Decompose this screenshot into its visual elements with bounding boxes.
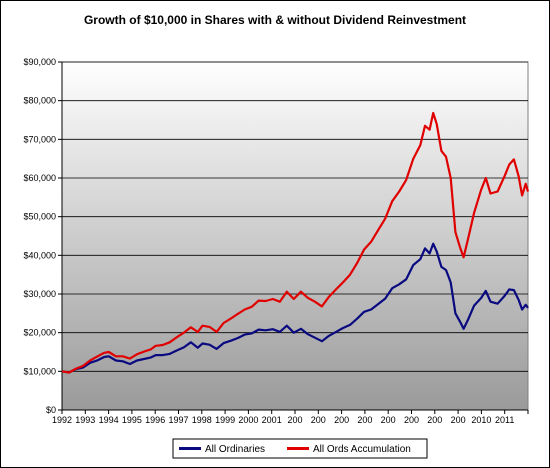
x-tick-label: 2011 — [495, 415, 514, 425]
x-tick-label: 1993 — [75, 415, 95, 425]
y-tick-label: $0 — [46, 405, 56, 415]
x-tick-label: 1994 — [99, 415, 119, 425]
y-tick-label: $90,000 — [23, 57, 56, 67]
y-tick-label: $60,000 — [23, 173, 56, 183]
x-tick-label: 1999 — [215, 415, 235, 425]
y-tick-label: $30,000 — [23, 289, 56, 299]
y-tick-label: $70,000 — [23, 134, 56, 144]
series-lines — [61, 111, 530, 374]
y-tick-label: $40,000 — [23, 250, 56, 260]
x-tick-label: 1998 — [192, 415, 212, 425]
x-tick-label: 200 — [357, 415, 372, 425]
x-tick-label: 1996 — [145, 415, 165, 425]
series-line — [61, 242, 529, 374]
y-tick-label: $10,000 — [23, 366, 56, 376]
x-tick-label: 200 — [334, 415, 349, 425]
x-tick-label: 200 — [381, 415, 396, 425]
y-tick-label: $20,000 — [23, 328, 56, 338]
x-tick-label: 1995 — [122, 415, 142, 425]
x-tick-label: 2010 — [471, 415, 491, 425]
x-tick-label: 200 — [404, 415, 419, 425]
series-line — [61, 111, 530, 374]
x-tick-label: 2000 — [238, 415, 258, 425]
x-tick-label: 1992 — [52, 415, 72, 425]
chart-title: Growth of $10,000 in Shares with & witho… — [84, 13, 466, 27]
x-tick-label: 1997 — [168, 415, 188, 425]
x-axis: 1992 1993 1994 1995 1996 1997 1998 1999 2000 2001… — [52, 409, 529, 425]
x-tick-label: 200 — [287, 415, 302, 425]
legend-label: All Ordinaries — [205, 444, 265, 455]
y-axis: $0 $10,000 $20,000 $30,000 $40,000 $50,000 $60… — [23, 57, 63, 415]
y-tick-label: $80,000 — [23, 96, 56, 106]
legend: All Ordinaries All Ords Accumulation — [172, 438, 428, 459]
x-tick-label: 2001 — [262, 415, 282, 425]
x-tick-label: 200 — [427, 415, 442, 425]
legend-label: All Ords Accumulation — [313, 444, 411, 455]
y-tick-label: $50,000 — [23, 212, 56, 222]
x-tick-label: 200 — [311, 415, 326, 425]
x-tick-label: 200 — [451, 415, 466, 425]
plot-area — [61, 61, 529, 411]
